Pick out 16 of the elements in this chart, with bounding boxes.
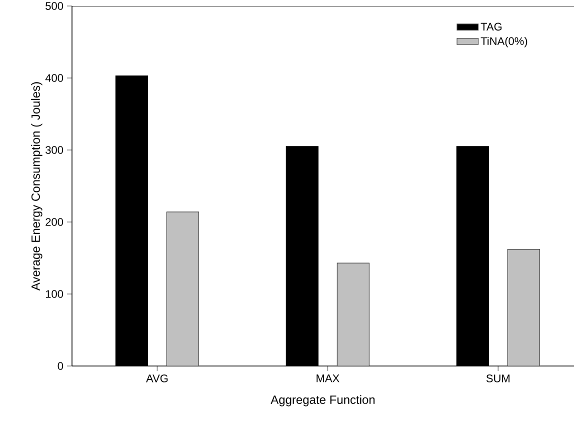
y-tick-label: 100 bbox=[46, 290, 64, 298]
y-tick-label: 0 bbox=[58, 362, 64, 370]
bar bbox=[166, 212, 200, 366]
x-tick-label: SUM bbox=[486, 374, 510, 382]
bar bbox=[507, 249, 540, 366]
y-axis-title: Average Energy Consumption ( Joules) bbox=[31, 82, 42, 291]
bar bbox=[336, 262, 370, 366]
x-tick-label: MAX bbox=[316, 374, 340, 382]
legend-label: TiNA(0%) bbox=[480, 36, 528, 48]
x-tick-label: AVG bbox=[146, 374, 168, 382]
y-tick-label: 400 bbox=[45, 74, 64, 82]
y-tick-label: 200 bbox=[46, 218, 64, 226]
y-tick-label: 300 bbox=[46, 146, 64, 154]
x-axis-title: Aggregate Function bbox=[270, 395, 375, 406]
y-tick-label: 500 bbox=[46, 2, 64, 10]
legend-label: TAG bbox=[480, 22, 502, 31]
